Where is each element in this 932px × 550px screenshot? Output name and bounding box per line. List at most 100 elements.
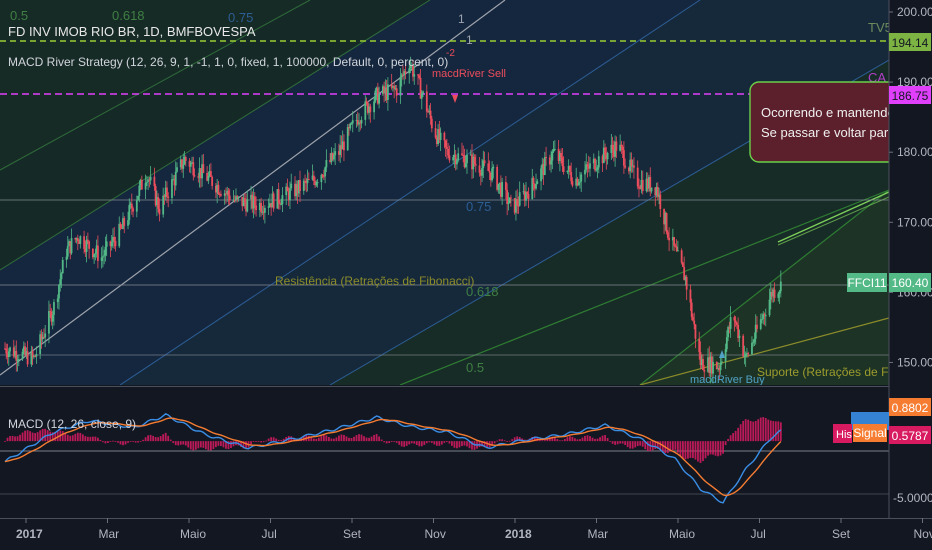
hist-bar <box>230 441 232 449</box>
hist-bar <box>774 421 777 442</box>
candle-body <box>536 181 539 185</box>
candle-body <box>56 298 59 303</box>
macd-axis-ticks: -5.0000 <box>893 491 932 505</box>
hist-bar <box>440 441 443 445</box>
candle-body <box>267 206 270 208</box>
candle-body <box>597 156 600 168</box>
candle-body <box>68 241 70 246</box>
hist-bar <box>358 434 360 442</box>
candle-body <box>552 149 555 152</box>
candle-body <box>641 179 644 192</box>
hist-bar <box>179 441 182 445</box>
hist-bar <box>119 441 122 445</box>
symbol-title[interactable]: FD INV IMOB RIO BR, 1D, BMFBOVESPA <box>8 24 256 39</box>
support-line <box>639 317 889 385</box>
candle-body <box>148 179 151 181</box>
time-tick-label: Nov <box>425 527 446 541</box>
hist-bar <box>425 441 428 444</box>
hist-bar <box>24 430 26 442</box>
candle-body <box>772 289 775 297</box>
candle-body <box>392 85 394 88</box>
candle-body <box>628 167 630 172</box>
candle-body <box>95 245 98 253</box>
hist-bar <box>225 441 227 449</box>
candle-body <box>270 203 273 208</box>
candle-body <box>356 120 359 125</box>
candle-body <box>673 237 676 246</box>
candle-body <box>206 172 209 181</box>
candle-body <box>297 180 300 194</box>
candle-body <box>729 317 732 329</box>
candle-body <box>393 85 396 89</box>
hist-bar <box>395 441 398 443</box>
time-axis[interactable]: 2017 Mar Maio Jul Set Nov 2018 Mar Maio Jul Set Nov <box>16 518 932 541</box>
candle-body <box>49 311 52 313</box>
candle-body <box>114 240 117 247</box>
hist-bar <box>19 434 21 442</box>
candle-body <box>550 160 552 165</box>
candle-body <box>350 123 353 125</box>
candle-body <box>299 180 301 191</box>
candle-body <box>703 369 706 372</box>
candle-body <box>215 185 217 193</box>
hist-bar <box>312 438 315 442</box>
hist-bar <box>626 441 629 448</box>
candle-body <box>699 352 702 366</box>
candle-body <box>339 145 342 155</box>
hist-bar <box>353 436 355 442</box>
hist-bar <box>646 441 649 451</box>
price-tick-label: 150.00 <box>897 355 932 369</box>
hist-bar <box>44 428 47 442</box>
candle-body <box>51 314 54 322</box>
hist-bar <box>327 437 330 442</box>
candle-body <box>592 158 595 164</box>
note-box[interactable]: Ocorrendo e mantendo Se passar e voltar … <box>749 81 900 163</box>
candle-body <box>435 137 438 145</box>
macd-title[interactable]: MACD (12, 26, close, 9) <box>8 417 136 431</box>
hist-bar <box>676 441 679 453</box>
hist-bar <box>692 441 694 459</box>
hist-bar <box>533 436 536 442</box>
candle-body <box>777 293 780 298</box>
candle-body <box>630 159 633 167</box>
candle-body <box>39 334 42 354</box>
hist-bar <box>764 418 767 442</box>
candle-body <box>252 196 255 209</box>
hist-bar <box>403 441 406 447</box>
candle-body <box>585 164 588 170</box>
candle-body <box>105 241 108 247</box>
hist-bar <box>89 436 92 442</box>
candle-body <box>207 175 210 181</box>
candle-body <box>376 87 379 104</box>
macd-pane[interactable] <box>0 412 889 504</box>
candle-body <box>518 192 521 206</box>
hist-bar <box>553 437 556 442</box>
candle-body <box>586 164 589 167</box>
candle-body <box>199 168 202 179</box>
candle-body <box>5 348 8 354</box>
hist-bar <box>599 437 601 442</box>
strategy-title[interactable]: MACD River Strategy (12, 26, 9, 1, -1, 1… <box>8 55 448 69</box>
candle-body <box>271 193 274 208</box>
candle-body <box>472 156 475 170</box>
hist-bar <box>508 440 511 442</box>
candle-body <box>557 148 560 161</box>
candle-body <box>504 182 507 190</box>
candle-body <box>754 324 757 339</box>
candle-body <box>553 148 556 150</box>
hist-bar <box>350 437 353 442</box>
candle-body <box>102 256 104 258</box>
candle-body <box>305 181 308 184</box>
time-tick-label: 2018 <box>505 527 532 541</box>
candle-body <box>4 348 6 350</box>
candle-body <box>418 75 421 78</box>
candle-body <box>656 186 659 197</box>
candle-body <box>162 195 165 215</box>
candle-body <box>498 182 501 184</box>
candle-body <box>576 178 579 186</box>
price-pane[interactable]: macdRiver Sell -2 macdRiver Buy 1 1 0.5 … <box>0 0 905 386</box>
candle-body <box>129 203 132 206</box>
candle-body <box>251 194 254 209</box>
hist-bar <box>242 441 245 449</box>
